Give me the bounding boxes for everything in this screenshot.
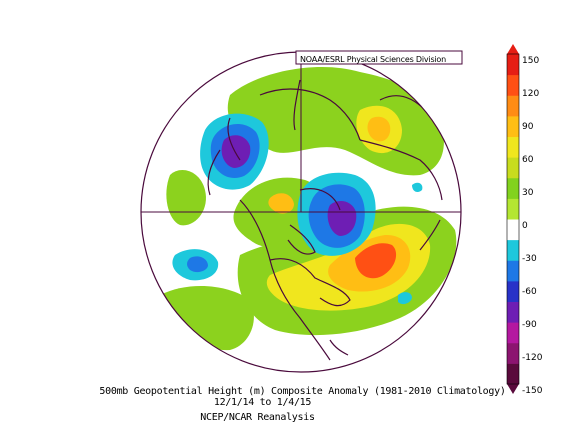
caption-title: 500mb Geopotential Height (m) Composite … bbox=[99, 386, 506, 397]
colorbar-segment bbox=[507, 74, 519, 96]
colorbar-segment bbox=[507, 115, 519, 137]
colorbar-tick-label: 90 bbox=[522, 122, 534, 132]
colorbar-segment bbox=[507, 157, 519, 179]
anomaly-negative-sw-core bbox=[187, 256, 208, 273]
colorbar-segment bbox=[507, 219, 519, 241]
colorbar-segment bbox=[507, 322, 519, 344]
credit-label: NOAA/ESRL Physical Sciences Division bbox=[300, 55, 446, 64]
anomaly-field bbox=[160, 66, 457, 361]
anomaly-positive-w-canada-core bbox=[268, 193, 294, 214]
anomaly-negative-pacific-core bbox=[221, 135, 251, 168]
credit-box bbox=[295, 50, 463, 65]
caption-dates: 12/1/14 to 1/4/15 bbox=[213, 397, 312, 408]
colorbar-tick-label: -120 bbox=[522, 353, 543, 363]
colorbar-segment bbox=[507, 54, 519, 76]
caption-source: NCEP/NCAR Reanalysis bbox=[200, 412, 315, 423]
colorbar-segment bbox=[507, 95, 519, 117]
anomaly-positive-europe-core bbox=[367, 116, 391, 142]
anomaly-negative-east bbox=[412, 182, 423, 193]
colorbar-tick-label: -90 bbox=[522, 320, 537, 330]
anomaly-positive-lower bbox=[160, 285, 254, 351]
colorbar-segment bbox=[507, 136, 519, 158]
colorbar-segment bbox=[507, 239, 519, 261]
colorbar-tick-label: -150 bbox=[522, 386, 543, 396]
colorbar-tick-label: -30 bbox=[522, 254, 537, 264]
anomaly-positive-pacific-west bbox=[166, 170, 206, 226]
colorbar-tick-label: 120 bbox=[522, 89, 540, 99]
colorbar-segment bbox=[507, 301, 519, 323]
anomaly-negative-se bbox=[398, 292, 412, 305]
colorbar-segment bbox=[507, 177, 519, 199]
colorbar-segment bbox=[507, 280, 519, 302]
anomaly-negative-hudson-core bbox=[327, 200, 357, 236]
colorbar-arrow-top bbox=[507, 44, 519, 54]
colorbar-tick-label: 60 bbox=[522, 155, 534, 165]
colorbar-segment bbox=[507, 260, 519, 282]
colorbar-tick-label: 150 bbox=[522, 56, 540, 66]
coastlines bbox=[207, 79, 443, 361]
colorbar-segment bbox=[507, 363, 519, 385]
colorbar-segment bbox=[507, 198, 519, 220]
colorbar bbox=[506, 44, 520, 394]
colorbar-tick-label: 0 bbox=[522, 221, 528, 231]
anomaly-positive-atlantic-peak bbox=[355, 243, 397, 279]
colorbar-tick-label: -60 bbox=[522, 287, 537, 297]
colorbar-segment bbox=[507, 342, 519, 364]
colorbar-outline bbox=[506, 53, 520, 385]
colorbar-tick-label: 30 bbox=[522, 188, 534, 198]
colorbar-arrow-bottom bbox=[507, 384, 519, 394]
